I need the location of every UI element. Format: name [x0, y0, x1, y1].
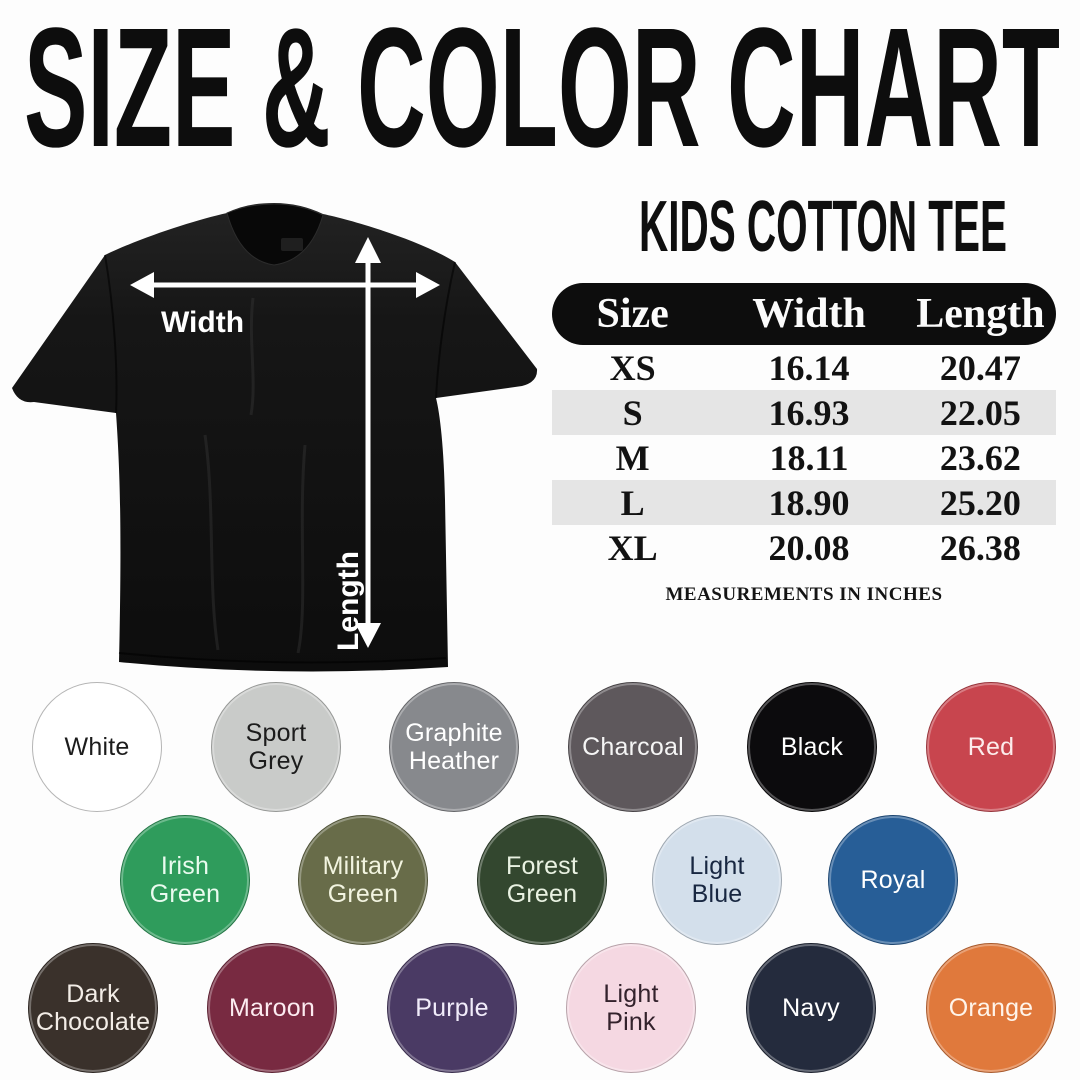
color-swatch-irish-green: Irish Green: [120, 815, 250, 945]
size-table-header: Size Width Length: [552, 283, 1056, 345]
collar-tag: [281, 238, 303, 251]
page-title: SIZE & COLOR CHART: [24, 0, 1060, 160]
color-swatch-label: Forest Green: [505, 852, 579, 908]
color-swatch-label: Military Green: [322, 852, 404, 908]
table-row-m: M 18.11 23.62: [552, 435, 1056, 480]
color-swatch-black: Black: [747, 682, 877, 812]
color-swatch-label: Maroon: [229, 994, 315, 1022]
size-table-body: XS 16.14 20.47 S 16.93 22.05 M 18.11 23.62 L 18…: [552, 345, 1056, 570]
width-arrow: [130, 272, 440, 298]
color-swatch-label: Graphite Heather: [405, 719, 503, 775]
table-row-xl: XL 20.08 26.38: [552, 525, 1056, 570]
color-swatch-orange: Orange: [926, 943, 1056, 1073]
color-swatch-label: Charcoal: [582, 733, 684, 761]
table-row-s: S 16.93 22.05: [552, 390, 1056, 435]
cell-length: 22.05: [939, 392, 1021, 433]
cell-size: M: [615, 437, 650, 478]
cell-width: 16.14: [768, 347, 850, 388]
cell-length: 26.38: [939, 527, 1021, 568]
cell-size: L: [620, 482, 645, 523]
color-swatch-red: Red: [926, 682, 1056, 812]
width-label: Width: [161, 306, 244, 339]
color-swatch-label: Purple: [415, 994, 489, 1022]
size-table: Size Width Length XS 16.14 20.47 S 16.93 22.…: [552, 283, 1056, 570]
cell-length: 20.47: [939, 347, 1021, 388]
color-swatch-royal: Royal: [828, 815, 958, 945]
product-heading: KIDS COTTON TEE: [639, 190, 1007, 260]
color-swatch-navy: Navy: [746, 943, 876, 1073]
color-swatch-label: White: [64, 733, 130, 761]
col-header-size: Size: [596, 291, 669, 337]
color-swatch-charcoal: Charcoal: [568, 682, 698, 812]
color-swatch-purple: Purple: [387, 943, 517, 1073]
length-arrow: [355, 237, 381, 648]
product-heading-graphic: KIDS COTTON TEE: [639, 190, 1007, 260]
col-header-length: Length: [916, 291, 1045, 337]
cell-width: 20.08: [768, 527, 850, 568]
table-row-l: L 18.90 25.20: [552, 480, 1056, 525]
cell-length: 23.62: [939, 437, 1021, 478]
color-swatch-label: Royal: [860, 866, 926, 894]
color-swatch-forest-green: Forest Green: [477, 815, 607, 945]
page-title-graphic: SIZE & COLOR CHART: [24, 0, 1060, 160]
color-swatch-white: White: [32, 682, 162, 812]
color-swatch-maroon: Maroon: [207, 943, 337, 1073]
cell-size: XS: [609, 347, 656, 388]
color-swatch-light-blue: Light Blue: [652, 815, 782, 945]
measurements-note: MEASUREMENTS IN INCHES: [665, 584, 943, 605]
color-swatch-label: Sport Grey: [245, 719, 307, 775]
fabric-folds: [203, 297, 307, 654]
color-swatch-sport-grey: Sport Grey: [211, 682, 341, 812]
color-swatch-dark-chocolate: Dark Chocolate: [28, 943, 158, 1073]
color-swatch-label: Light Blue: [689, 852, 745, 908]
color-swatch-military-green: Military Green: [298, 815, 428, 945]
color-swatch-graphite-heather: Graphite Heather: [389, 682, 519, 812]
tshirt-diagram: Width Length: [12, 203, 538, 672]
color-swatch-label: Irish Green: [149, 852, 221, 908]
color-swatch-label: Orange: [948, 994, 1034, 1022]
cell-size: S: [622, 392, 643, 433]
length-label: Length: [332, 551, 365, 651]
color-swatch-light-pink: Light Pink: [566, 943, 696, 1073]
color-swatch-label: Light Pink: [603, 980, 659, 1036]
col-header-width: Width: [752, 291, 866, 337]
color-swatch-label: Red: [967, 733, 1015, 761]
cell-width: 18.11: [769, 437, 849, 478]
color-swatch-label: Dark Chocolate: [35, 980, 151, 1036]
cell-size: XL: [607, 527, 658, 568]
cell-width: 18.90: [768, 482, 850, 523]
table-row-xs: XS 16.14 20.47: [552, 345, 1056, 390]
color-swatch-label: Black: [780, 733, 844, 761]
seam-lines: [104, 254, 456, 664]
cell-width: 16.93: [768, 392, 850, 433]
color-swatch-label: Navy: [782, 994, 840, 1022]
cell-length: 25.20: [939, 482, 1021, 523]
tshirt-body: [12, 203, 538, 672]
